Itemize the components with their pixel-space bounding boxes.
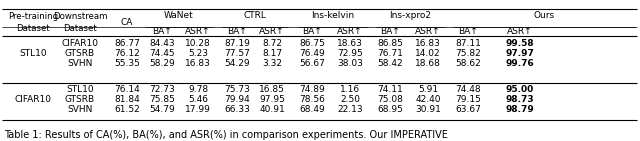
Text: STL10: STL10 [19, 49, 47, 58]
Text: CIFAR10: CIFAR10 [61, 38, 99, 48]
Text: 30.91: 30.91 [415, 105, 441, 114]
Text: 58.29: 58.29 [149, 59, 175, 68]
Text: SVHN: SVHN [67, 59, 93, 68]
Text: 74.89: 74.89 [299, 85, 325, 94]
Text: 87.11: 87.11 [455, 38, 481, 48]
Text: 99.58: 99.58 [506, 38, 534, 48]
Text: 76.71: 76.71 [377, 49, 403, 58]
Text: BA↑: BA↑ [302, 27, 322, 36]
Text: 8.72: 8.72 [262, 38, 282, 48]
Text: 76.49: 76.49 [299, 49, 325, 58]
Text: Ins-kelvin: Ins-kelvin [312, 12, 355, 20]
Text: ASR↑: ASR↑ [337, 27, 363, 36]
Text: 58.62: 58.62 [455, 59, 481, 68]
Text: 72.73: 72.73 [149, 85, 175, 94]
Text: 86.85: 86.85 [377, 38, 403, 48]
Text: ASR↑: ASR↑ [415, 27, 441, 36]
Text: GTSRB: GTSRB [65, 95, 95, 104]
Text: 54.79: 54.79 [149, 105, 175, 114]
Text: ASR↑: ASR↑ [185, 27, 211, 36]
Text: 16.83: 16.83 [185, 59, 211, 68]
Text: 38.03: 38.03 [337, 59, 363, 68]
Text: 42.40: 42.40 [415, 95, 441, 104]
Text: Downstream
Dataset: Downstream Dataset [52, 12, 108, 33]
Text: STL10: STL10 [66, 85, 94, 94]
Text: 76.14: 76.14 [114, 85, 140, 94]
Text: SVHN: SVHN [67, 105, 93, 114]
Text: GTSRB: GTSRB [65, 49, 95, 58]
Text: 16.83: 16.83 [415, 38, 441, 48]
Text: ASR↑: ASR↑ [259, 27, 285, 36]
Text: 5.46: 5.46 [188, 95, 208, 104]
Text: Pre-training
Dataset: Pre-training Dataset [8, 12, 58, 33]
Text: 79.94: 79.94 [224, 95, 250, 104]
Text: 61.52: 61.52 [114, 105, 140, 114]
Text: 5.91: 5.91 [418, 85, 438, 94]
Text: 86.75: 86.75 [299, 38, 325, 48]
Text: 56.67: 56.67 [299, 59, 325, 68]
Text: 75.73: 75.73 [224, 85, 250, 94]
Text: 75.85: 75.85 [149, 95, 175, 104]
Text: 95.00: 95.00 [506, 85, 534, 94]
Text: 18.63: 18.63 [337, 38, 363, 48]
Text: 75.08: 75.08 [377, 95, 403, 104]
Text: Ins-xpro2: Ins-xpro2 [390, 12, 431, 20]
Text: Table 1: Results of CA(%), BA(%), and ASR(%) in comparison experiments. Our IMPE: Table 1: Results of CA(%), BA(%), and AS… [4, 130, 448, 140]
Text: BA↑: BA↑ [380, 27, 400, 36]
Text: 58.42: 58.42 [377, 59, 403, 68]
Text: BA↑: BA↑ [227, 27, 247, 36]
Text: 2.50: 2.50 [340, 95, 360, 104]
Text: WaNet: WaNet [164, 12, 194, 20]
Text: 81.84: 81.84 [114, 95, 140, 104]
Text: 55.35: 55.35 [114, 59, 140, 68]
Text: BA↑: BA↑ [152, 27, 172, 36]
Text: 74.48: 74.48 [455, 85, 481, 94]
Text: CA: CA [121, 18, 133, 27]
Text: 9.78: 9.78 [188, 85, 208, 94]
Text: 54.29: 54.29 [224, 59, 250, 68]
Text: 68.49: 68.49 [299, 105, 325, 114]
Text: 22.13: 22.13 [337, 105, 363, 114]
Text: 84.43: 84.43 [149, 38, 175, 48]
Text: 77.57: 77.57 [224, 49, 250, 58]
Text: 17.99: 17.99 [185, 105, 211, 114]
Text: 16.85: 16.85 [259, 85, 285, 94]
Text: 14.02: 14.02 [415, 49, 441, 58]
Text: 72.95: 72.95 [337, 49, 363, 58]
Text: 87.19: 87.19 [224, 38, 250, 48]
Text: 79.15: 79.15 [455, 95, 481, 104]
Text: 18.68: 18.68 [415, 59, 441, 68]
Text: 63.67: 63.67 [455, 105, 481, 114]
Text: 97.95: 97.95 [259, 95, 285, 104]
Text: 76.12: 76.12 [114, 49, 140, 58]
Text: 1.16: 1.16 [340, 85, 360, 94]
Text: 5.23: 5.23 [188, 49, 208, 58]
Text: 68.95: 68.95 [377, 105, 403, 114]
Text: BA↑: BA↑ [458, 27, 478, 36]
Text: 3.32: 3.32 [262, 59, 282, 68]
Text: 74.45: 74.45 [149, 49, 175, 58]
Text: 66.33: 66.33 [224, 105, 250, 114]
Text: 78.56: 78.56 [299, 95, 325, 104]
Text: 8.17: 8.17 [262, 49, 282, 58]
Text: 97.97: 97.97 [506, 49, 534, 58]
Text: 40.91: 40.91 [259, 105, 285, 114]
Text: CTRL: CTRL [244, 12, 266, 20]
Text: 86.77: 86.77 [114, 38, 140, 48]
Text: 10.28: 10.28 [185, 38, 211, 48]
Text: 75.82: 75.82 [455, 49, 481, 58]
Text: 74.11: 74.11 [377, 85, 403, 94]
Text: 99.76: 99.76 [506, 59, 534, 68]
Text: 98.79: 98.79 [506, 105, 534, 114]
Text: Ours: Ours [533, 12, 555, 20]
Text: CIFAR10: CIFAR10 [15, 95, 51, 104]
Text: ASR↑: ASR↑ [507, 27, 533, 36]
Text: 98.73: 98.73 [506, 95, 534, 104]
